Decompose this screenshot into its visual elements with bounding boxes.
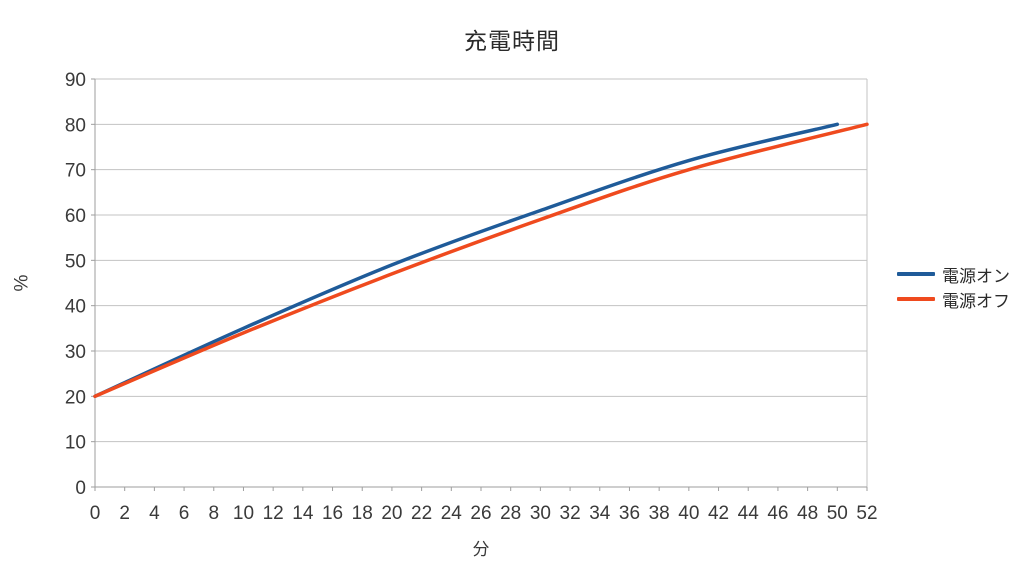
x-tick-label: 28 (500, 503, 521, 524)
x-tick-label: 26 (470, 503, 491, 524)
x-tick-label: 30 (530, 503, 551, 524)
x-tick-label: 10 (233, 503, 254, 524)
legend-item-power-off: 電源オフ (897, 289, 1010, 311)
x-tick-label: 44 (738, 503, 760, 524)
x-tick-label: 0 (90, 503, 101, 524)
y-axis-title: % (11, 274, 33, 292)
x-tick-label: 34 (589, 503, 611, 524)
series-line-1 (93, 122, 869, 399)
legend-line-power-off (897, 297, 935, 301)
y-tick-label: 20 (65, 387, 86, 408)
legend-item-power-on: 電源オン (897, 264, 1010, 286)
x-tick-label: 32 (560, 503, 581, 524)
y-tick-label: 40 (65, 297, 86, 318)
x-tick-label: 12 (263, 503, 284, 524)
x-tick-label: 22 (411, 503, 432, 524)
x-tick-label: 48 (797, 503, 818, 524)
x-tick-label: 6 (179, 503, 190, 524)
x-tick-label: 16 (322, 503, 343, 524)
y-tick-label: 60 (65, 206, 86, 227)
legend: 電源オン 電源オフ (897, 264, 1010, 311)
y-tick-label: 50 (65, 251, 86, 272)
x-tick-label: 52 (856, 503, 877, 524)
x-axis-title: 分 (472, 540, 490, 559)
y-tick-label: 30 (65, 342, 86, 363)
legend-label-power-off: 電源オフ (942, 291, 1010, 311)
x-tick-label: 14 (292, 503, 314, 524)
x-tick-label: 42 (708, 503, 729, 524)
legend-label-power-on: 電源オン (942, 266, 1010, 286)
x-tick-label: 50 (827, 503, 848, 524)
x-tick-label: 40 (678, 503, 699, 524)
x-tick-label: 36 (619, 503, 640, 524)
series-line-0 (93, 122, 840, 399)
x-tick-label: 4 (149, 503, 160, 524)
x-tick-label: 46 (767, 503, 788, 524)
chart-title: 充電時間 (464, 28, 560, 54)
x-tick-label: 2 (119, 503, 130, 524)
legend-line-power-on (897, 272, 935, 276)
x-tick-label: 18 (352, 503, 373, 524)
y-tick-label: 90 (65, 70, 86, 91)
x-tick-label: 24 (441, 503, 463, 524)
x-tick-label: 8 (208, 503, 219, 524)
y-tick-label: 10 (65, 433, 86, 454)
y-tick-label: 70 (65, 161, 86, 182)
y-tick-label: 80 (65, 115, 86, 136)
x-tick-label: 38 (649, 503, 670, 524)
y-tick-label: 0 (75, 478, 86, 499)
x-tick-label: 20 (381, 503, 402, 524)
